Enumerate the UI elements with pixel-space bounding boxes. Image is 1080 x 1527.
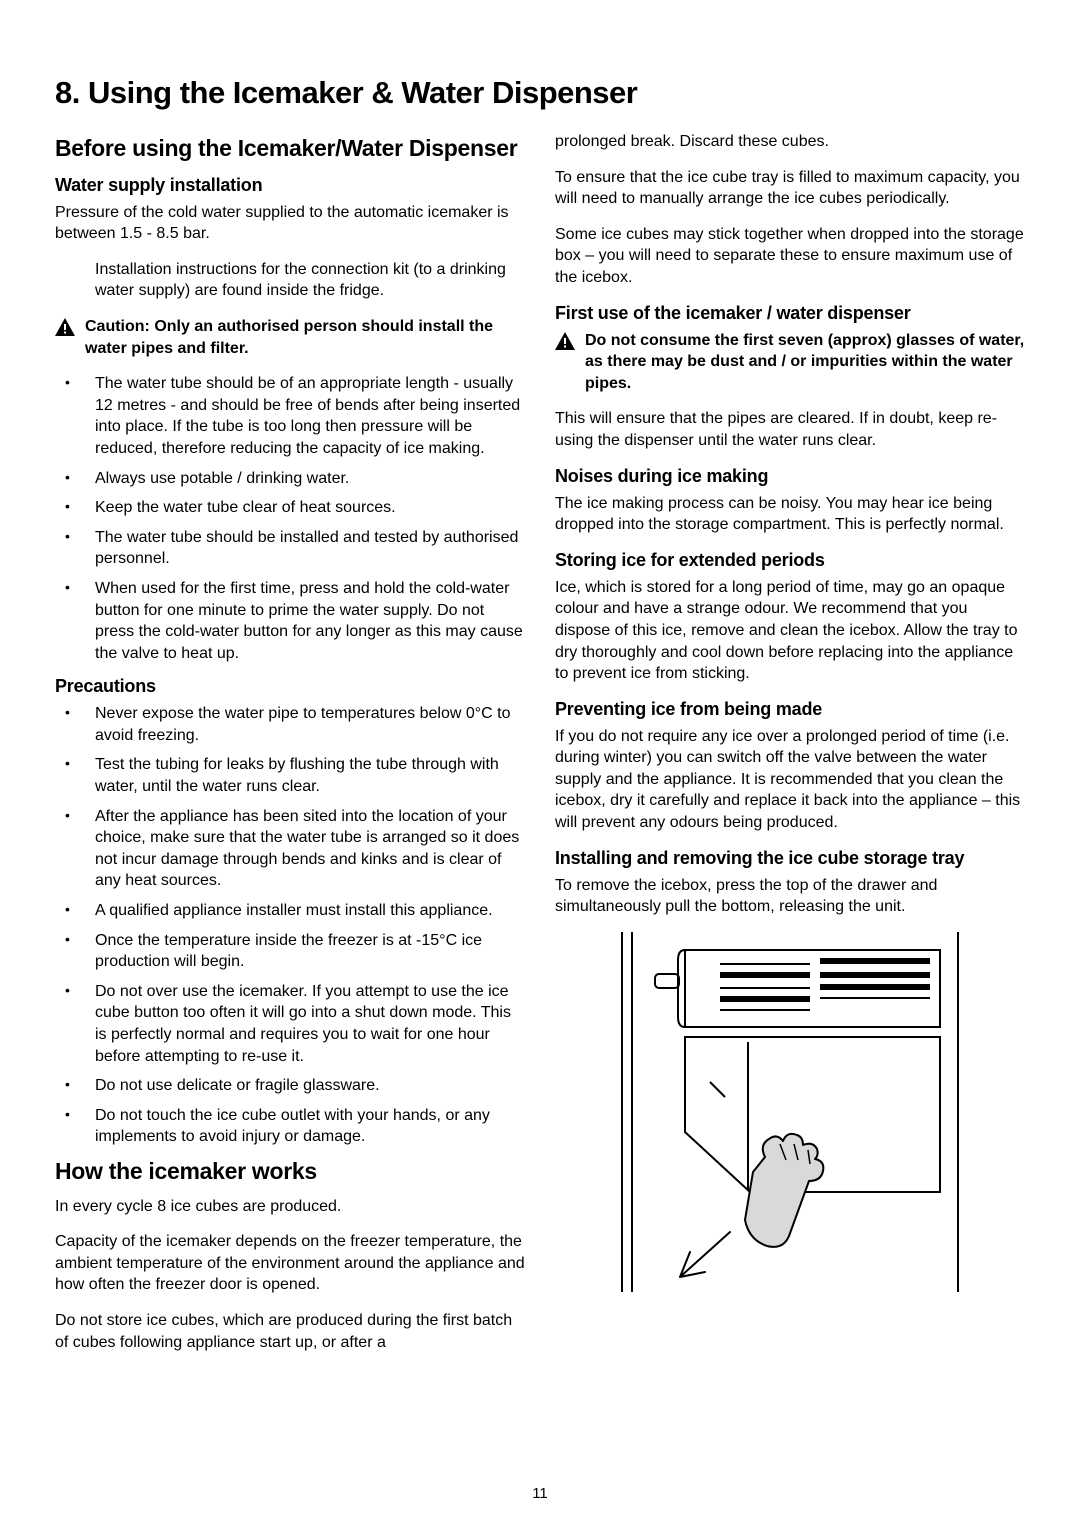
list-item: After the appliance has been sited into … [55,806,525,892]
list-item: The water tube should be of an appropria… [55,373,525,459]
paragraph-ensure: To ensure that the ice cube tray is fill… [555,167,1025,210]
warning-icon [555,330,575,355]
two-column-layout: Before using the Icemaker/Water Dispense… [55,131,1025,1353]
paragraph-storing: Ice, which is stored for a long period o… [555,577,1025,685]
bullet-list-install: The water tube should be of an appropria… [55,373,525,664]
page-title: 8. Using the Icemaker & Water Dispenser [55,75,1025,111]
paragraph-pipes-cleared: This will ensure that the pipes are clea… [555,408,1025,451]
list-item: When used for the first time, press and … [55,578,525,664]
heading-preventing: Preventing ice from being made [555,699,1025,720]
warning-authorised-install: Caution: Only an authorised person shoul… [55,316,525,359]
page-number: 11 [0,1485,1080,1502]
paragraph-tray: To remove the icebox, press the top of t… [555,875,1025,918]
heading-storing: Storing ice for extended periods [555,550,1025,571]
heading-noises: Noises during ice making [555,466,1025,487]
warning-text: Do not consume the first seven (approx) … [585,330,1025,395]
heading-tray: Installing and removing the ice cube sto… [555,848,1025,869]
list-item: Do not over use the icemaker. If you att… [55,981,525,1067]
list-item: Never expose the water pipe to temperatu… [55,703,525,746]
list-item: Do not touch the ice cube outlet with yo… [55,1105,525,1148]
right-column: prolonged break. Discard these cubes. To… [555,131,1025,1353]
paragraph-preventing: If you do not require any ice over a pro… [555,726,1025,834]
heading-before-using: Before using the Icemaker/Water Dispense… [55,135,525,163]
heading-water-supply: Water supply installation [55,175,525,196]
list-item: Keep the water tube clear of heat source… [55,497,525,519]
paragraph-donotstore: Do not store ice cubes, which are produc… [55,1310,525,1353]
bullet-list-precautions: Never expose the water pipe to temperatu… [55,703,525,1148]
list-item: Always use potable / drinking water. [55,468,525,490]
heading-first-use: First use of the icemaker / water dispen… [555,303,1025,324]
list-item: The water tube should be installed and t… [55,527,525,570]
paragraph-pressure: Pressure of the cold water supplied to t… [55,202,525,245]
warning-icon [55,316,75,341]
paragraph-stick: Some ice cubes may stick together when d… [555,224,1025,289]
list-item: Once the temperature inside the freezer … [55,930,525,973]
paragraph-noises: The ice making process can be noisy. You… [555,493,1025,536]
paragraph-cycle: In every cycle 8 ice cubes are produced. [55,1196,525,1218]
paragraph-prolonged: prolonged break. Discard these cubes. [555,131,1025,153]
list-item: Do not use delicate or fragile glassware… [55,1075,525,1097]
warning-first-seven: Do not consume the first seven (approx) … [555,330,1025,395]
heading-how-works: How the icemaker works [55,1158,525,1186]
paragraph-install-instructions: Installation instructions for the connec… [55,259,525,302]
left-column: Before using the Icemaker/Water Dispense… [55,131,525,1353]
heading-precautions: Precautions [55,676,525,697]
list-item: Test the tubing for leaks by flushing th… [55,754,525,797]
paragraph-capacity: Capacity of the icemaker depends on the … [55,1231,525,1296]
list-item: A qualified appliance installer must ins… [55,900,525,922]
warning-text: Caution: Only an authorised person shoul… [85,316,525,359]
icebox-removal-diagram [555,932,1025,1292]
